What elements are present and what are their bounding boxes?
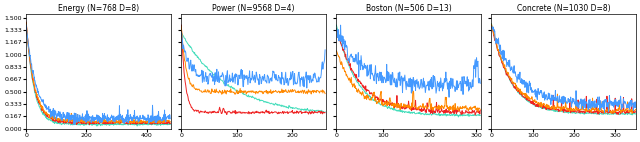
Title: Power (N=9568 D=4): Power (N=9568 D=4) (212, 4, 295, 13)
Title: Energy (N=768 D=8): Energy (N=768 D=8) (58, 4, 139, 13)
Title: Concrete (N=1030 D=8): Concrete (N=1030 D=8) (517, 4, 611, 13)
Title: Boston (N=506 D=13): Boston (N=506 D=13) (365, 4, 451, 13)
